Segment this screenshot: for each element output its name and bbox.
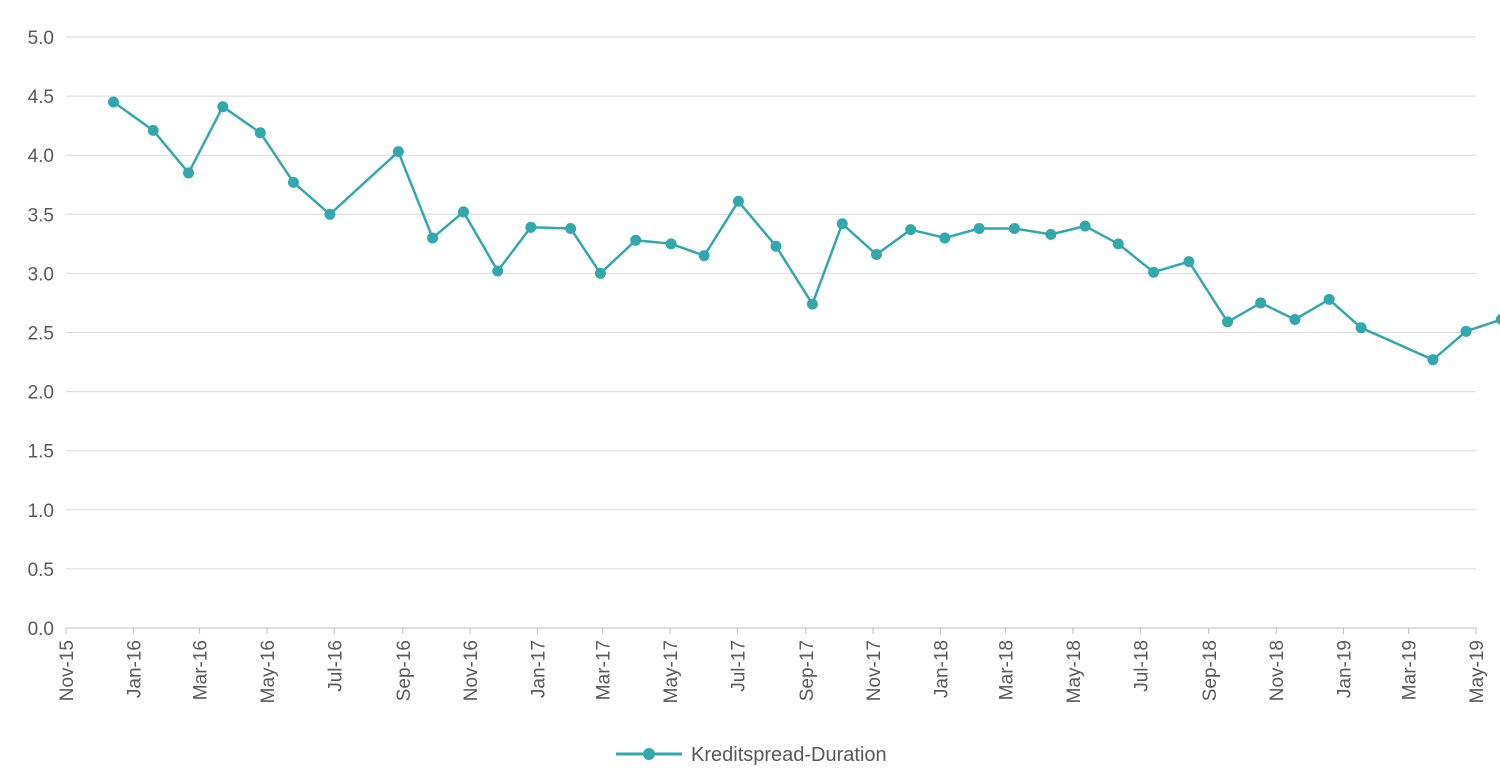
data-point bbox=[427, 232, 439, 244]
x-tick-label: Jul-18 bbox=[1131, 640, 1152, 692]
legend: Kreditspread-Duration bbox=[616, 744, 887, 766]
data-point bbox=[1045, 228, 1057, 240]
data-point bbox=[217, 101, 229, 113]
legend-label: Kreditspread-Duration bbox=[691, 744, 887, 766]
gridlines bbox=[66, 36, 1476, 629]
data-point bbox=[1355, 322, 1367, 334]
data-point bbox=[870, 248, 882, 260]
data-point bbox=[183, 167, 195, 179]
x-axis: Nov-15 Jan-16 Mar-16 May-16 Jul-16 Sep-16 Nov-… bbox=[57, 628, 1488, 703]
x-tick-label: Sep-18 bbox=[1200, 640, 1221, 701]
legend-dot-marker bbox=[643, 748, 655, 760]
data-point bbox=[1255, 297, 1267, 309]
data-point bbox=[665, 238, 677, 250]
x-tick-label: Jan-16 bbox=[124, 640, 145, 698]
x-tick-label: May-18 bbox=[1064, 640, 1085, 703]
x-tick-label: Mar-18 bbox=[997, 640, 1018, 700]
y-tick-label: 2.5 bbox=[28, 324, 54, 345]
data-point bbox=[254, 127, 266, 139]
data-point bbox=[630, 234, 642, 246]
data-point bbox=[1427, 354, 1439, 366]
data-point bbox=[1460, 325, 1472, 337]
data-point bbox=[1323, 293, 1335, 305]
data-point bbox=[732, 195, 744, 207]
x-tick-label: Sep-17 bbox=[797, 640, 818, 701]
series-line bbox=[112, 100, 1500, 361]
data-point bbox=[905, 224, 917, 236]
x-tick-label: May-17 bbox=[661, 640, 682, 703]
y-tick-label: 1.0 bbox=[28, 501, 54, 522]
x-tick-label: Nov-16 bbox=[461, 640, 482, 701]
data-point bbox=[770, 240, 782, 252]
x-tick-label: May-19 bbox=[1467, 640, 1488, 703]
data-point bbox=[836, 218, 848, 230]
data-point bbox=[324, 208, 336, 220]
y-tick-label: 0.5 bbox=[28, 560, 54, 581]
y-tick-label: 3.5 bbox=[28, 205, 54, 226]
data-point bbox=[565, 222, 577, 234]
y-tick-label: 2.0 bbox=[28, 383, 54, 404]
y-tick-label: 1.5 bbox=[28, 442, 54, 463]
y-axis: 0.0 0.5 1.0 1.5 2.0 2.5 3.0 3.5 4.0 4.5 5.0 bbox=[28, 28, 54, 640]
data-point bbox=[1495, 314, 1500, 325]
data-point bbox=[806, 298, 818, 310]
data-point bbox=[1148, 266, 1160, 278]
data-point bbox=[1289, 313, 1301, 325]
x-tick-label: Mar-16 bbox=[191, 640, 212, 700]
y-tick-label: 3.0 bbox=[28, 264, 54, 285]
x-tick-label: May-16 bbox=[258, 640, 279, 703]
data-point bbox=[457, 206, 469, 218]
data-point bbox=[1079, 220, 1091, 232]
data-point bbox=[392, 146, 404, 158]
data-point bbox=[973, 222, 985, 234]
data-point bbox=[525, 221, 537, 233]
x-tick-label: Jul-17 bbox=[728, 640, 749, 692]
y-tick-label: 5.0 bbox=[28, 28, 54, 49]
data-point bbox=[1008, 222, 1020, 234]
x-tick-label: Nov-15 bbox=[57, 640, 78, 701]
data-point bbox=[287, 176, 299, 188]
x-tick-label: Jan-18 bbox=[931, 640, 952, 698]
data-point bbox=[1183, 256, 1195, 268]
x-tick-label: Sep-16 bbox=[394, 640, 415, 701]
x-tick-label: Jan-17 bbox=[528, 640, 549, 698]
series-layer bbox=[107, 96, 1500, 366]
y-tick-label: 0.0 bbox=[28, 619, 54, 640]
data-point bbox=[1222, 316, 1234, 328]
data-point bbox=[492, 265, 504, 277]
x-tick-label: Nov-17 bbox=[864, 640, 885, 701]
y-tick-label: 4.5 bbox=[28, 87, 54, 108]
x-tick-label: Mar-19 bbox=[1400, 640, 1421, 700]
x-tick-label: Jul-16 bbox=[325, 640, 346, 692]
data-point bbox=[939, 232, 951, 244]
x-tick-label: Nov-18 bbox=[1267, 640, 1288, 701]
data-point bbox=[594, 267, 606, 279]
y-tick-label: 4.0 bbox=[28, 146, 54, 167]
data-point bbox=[147, 124, 159, 136]
data-point bbox=[1112, 238, 1124, 250]
data-point bbox=[698, 250, 710, 262]
data-point bbox=[107, 96, 119, 108]
x-tick-label: Mar-17 bbox=[594, 640, 615, 700]
x-tick-label: Jan-19 bbox=[1335, 640, 1356, 698]
